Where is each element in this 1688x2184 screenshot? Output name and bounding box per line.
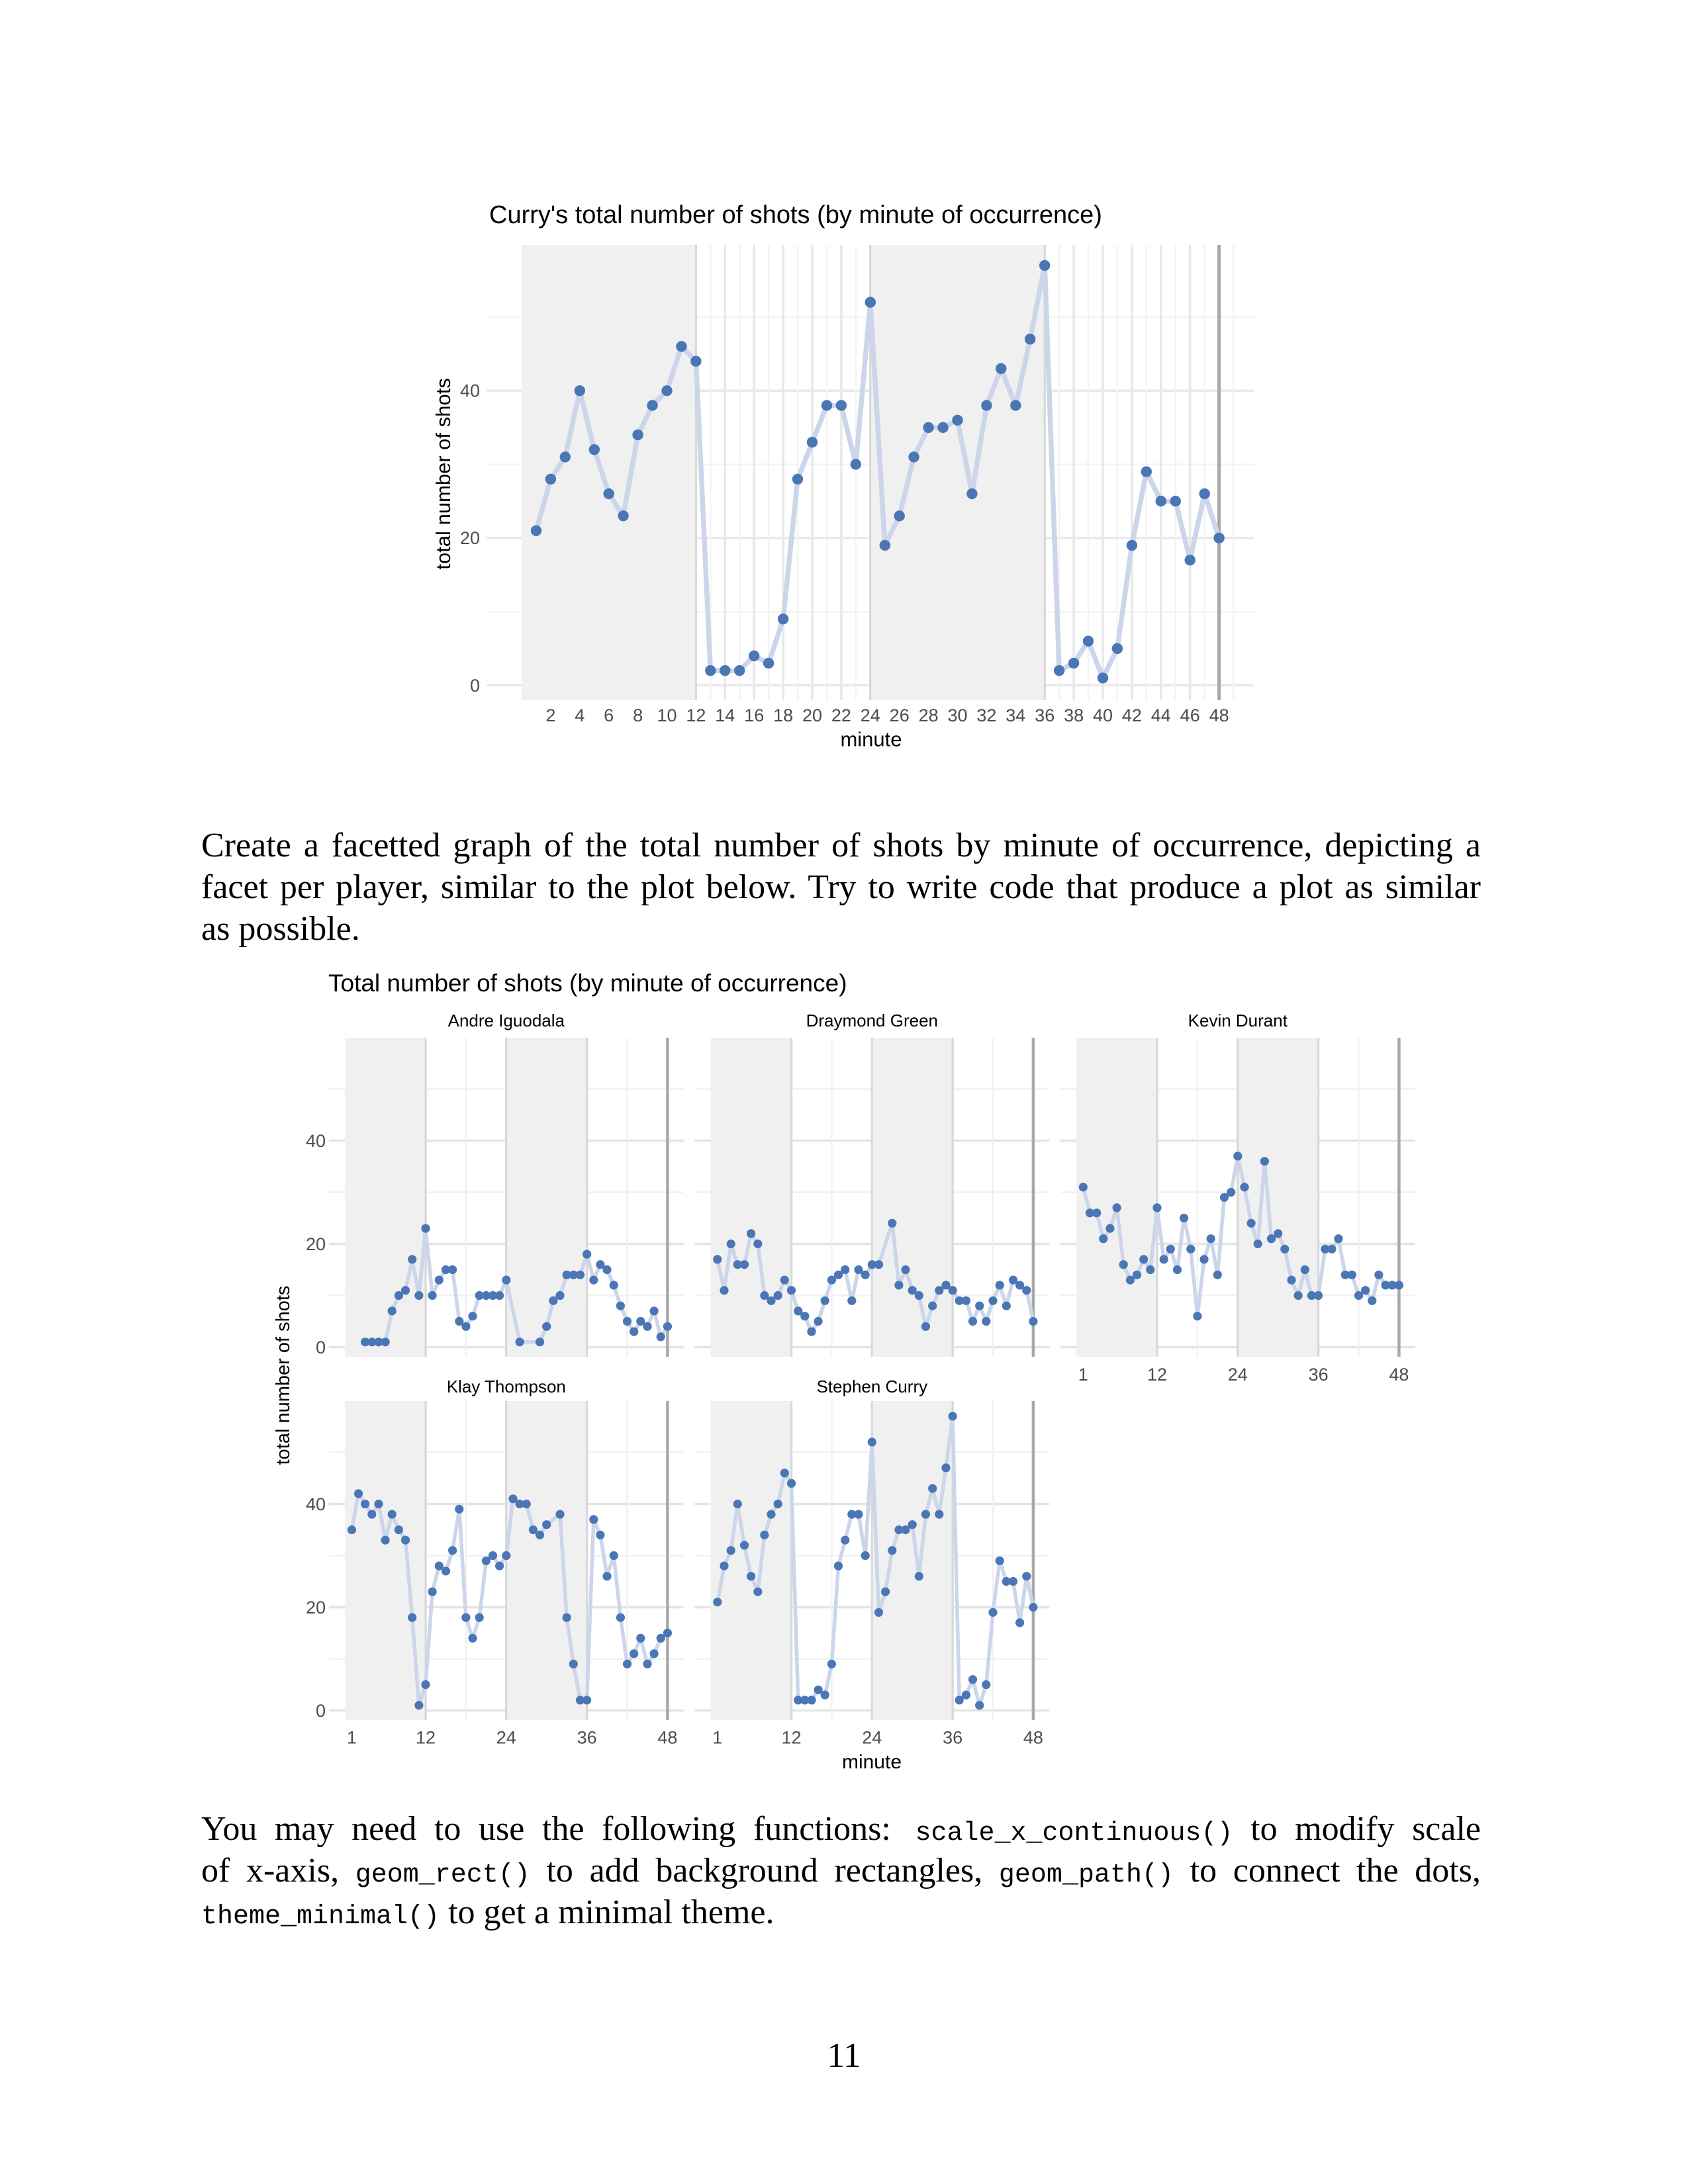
svg-text:24: 24 <box>861 705 880 725</box>
svg-text:22: 22 <box>831 705 851 725</box>
svg-text:46: 46 <box>1180 705 1200 725</box>
svg-text:36: 36 <box>943 1728 962 1748</box>
svg-text:44: 44 <box>1151 705 1171 725</box>
svg-text:Draymond Green: Draymond Green <box>806 1011 938 1030</box>
svg-text:48: 48 <box>1389 1365 1409 1385</box>
svg-text:Kevin Durant: Kevin Durant <box>1188 1011 1288 1030</box>
svg-text:24: 24 <box>862 1728 882 1748</box>
svg-text:20: 20 <box>802 705 822 725</box>
svg-text:Stephen Curry: Stephen Curry <box>816 1377 927 1396</box>
svg-text:40: 40 <box>306 1131 326 1151</box>
svg-text:26: 26 <box>890 705 910 725</box>
svg-text:42: 42 <box>1122 705 1142 725</box>
svg-text:16: 16 <box>744 705 764 725</box>
svg-text:34: 34 <box>1006 705 1025 725</box>
svg-text:10: 10 <box>657 705 677 725</box>
svg-text:minute: minute <box>840 728 902 751</box>
svg-text:40: 40 <box>460 381 480 401</box>
svg-text:8: 8 <box>633 705 643 725</box>
svg-text:24: 24 <box>1228 1365 1248 1385</box>
svg-text:Andre Iguodala: Andre Iguodala <box>448 1011 565 1030</box>
svg-text:Klay Thompson: Klay Thompson <box>447 1377 566 1396</box>
svg-text:18: 18 <box>773 705 793 725</box>
svg-text:14: 14 <box>715 705 735 725</box>
svg-text:48: 48 <box>1209 705 1229 725</box>
svg-text:24: 24 <box>496 1728 516 1748</box>
svg-text:36: 36 <box>1035 705 1055 725</box>
svg-text:total number of shots: total number of shots <box>432 378 455 570</box>
svg-text:Curry's total number of shots: Curry's total number of shots (by minute… <box>489 201 1102 229</box>
svg-text:48: 48 <box>657 1728 677 1748</box>
svg-text:2: 2 <box>545 705 555 725</box>
svg-text:38: 38 <box>1064 705 1084 725</box>
svg-text:30: 30 <box>947 705 967 725</box>
svg-text:1: 1 <box>347 1728 357 1748</box>
svg-text:12: 12 <box>686 705 706 725</box>
svg-text:36: 36 <box>577 1728 597 1748</box>
svg-text:Total number of shots (by minu: Total number of shots (by minute of occu… <box>328 970 847 997</box>
svg-text:12: 12 <box>1147 1365 1167 1385</box>
svg-text:12: 12 <box>416 1728 436 1748</box>
svg-text:total number of shots: total number of shots <box>273 1286 294 1465</box>
svg-text:20: 20 <box>460 528 480 548</box>
svg-text:0: 0 <box>316 1338 326 1357</box>
svg-text:36: 36 <box>1309 1365 1329 1385</box>
svg-text:1: 1 <box>1078 1365 1088 1385</box>
svg-text:minute: minute <box>842 1751 902 1773</box>
svg-text:20: 20 <box>306 1598 326 1617</box>
svg-text:20: 20 <box>306 1234 326 1254</box>
svg-text:6: 6 <box>604 705 614 725</box>
svg-text:40: 40 <box>1093 705 1113 725</box>
svg-text:0: 0 <box>316 1701 326 1721</box>
svg-text:28: 28 <box>919 705 939 725</box>
svg-text:4: 4 <box>575 705 585 725</box>
svg-text:32: 32 <box>976 705 996 725</box>
svg-text:1: 1 <box>712 1728 722 1748</box>
svg-text:48: 48 <box>1023 1728 1043 1748</box>
svg-text:0: 0 <box>470 676 480 696</box>
svg-text:12: 12 <box>781 1728 801 1748</box>
svg-text:40: 40 <box>306 1494 326 1514</box>
